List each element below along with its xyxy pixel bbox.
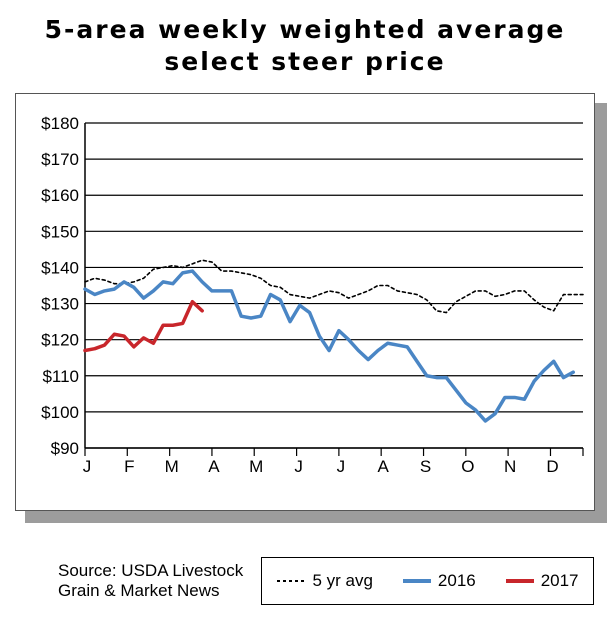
y-tick-label: $170 bbox=[41, 150, 79, 169]
x-tick-label: M bbox=[249, 457, 263, 476]
title-line-1: 5-area weekly weighted average bbox=[44, 15, 566, 44]
legend: 5 yr avg 2016 2017 bbox=[261, 557, 594, 605]
chart-title: 5-area weekly weighted average select st… bbox=[0, 14, 610, 78]
series-5yr-avg-line bbox=[84, 259, 584, 314]
title-line-2: select steer price bbox=[164, 47, 446, 76]
legend-swatch-avg bbox=[277, 580, 306, 582]
x-tick-label: D bbox=[546, 457, 558, 476]
source-line-2: Grain & Market News bbox=[58, 581, 220, 600]
x-tick-label: N bbox=[504, 457, 516, 476]
legend-label-2017: 2017 bbox=[540, 571, 579, 590]
y-tick-label: $90 bbox=[51, 439, 79, 458]
source-line-1: Source: USDA Livestock bbox=[58, 561, 244, 580]
series-2016-line bbox=[83, 269, 575, 423]
y-tick-label: $100 bbox=[41, 403, 79, 422]
x-tick-label: F bbox=[124, 457, 134, 476]
legend-label-2016: 2016 bbox=[437, 571, 476, 590]
source-note: Source: USDA Livestock Grain & Market Ne… bbox=[58, 561, 243, 601]
y-tick-label: $120 bbox=[41, 331, 79, 350]
x-tick-label: M bbox=[165, 457, 179, 476]
y-tick-label: $140 bbox=[41, 258, 79, 277]
x-tick-label: J bbox=[83, 457, 92, 476]
y-tick-label: $150 bbox=[41, 222, 79, 241]
legend-item-avg: 5 yr avg bbox=[276, 571, 373, 591]
chart-area: $180$170$160$150$140$130$120$110$100$90J… bbox=[41, 114, 584, 476]
x-tick-label: O bbox=[461, 457, 474, 476]
legend-item-2016: 2016 bbox=[402, 571, 476, 591]
x-tick-label: J bbox=[294, 457, 303, 476]
y-tick-label: $180 bbox=[41, 114, 79, 133]
legend-label-avg: 5 yr avg bbox=[312, 571, 373, 590]
y-tick-label: $110 bbox=[42, 367, 79, 386]
y-tick-label: $130 bbox=[41, 295, 79, 314]
series-2017-line bbox=[83, 300, 204, 353]
chart-frame bbox=[15, 93, 595, 511]
x-tick-label: A bbox=[208, 457, 220, 476]
x-tick-label: S bbox=[420, 457, 431, 476]
x-tick-label: A bbox=[377, 457, 389, 476]
legend-swatch-2017 bbox=[505, 579, 534, 583]
y-tick-label: $160 bbox=[41, 186, 79, 205]
legend-item-2017: 2017 bbox=[505, 571, 579, 591]
x-tick-label: J bbox=[337, 457, 346, 476]
legend-swatch-2016 bbox=[402, 579, 431, 583]
